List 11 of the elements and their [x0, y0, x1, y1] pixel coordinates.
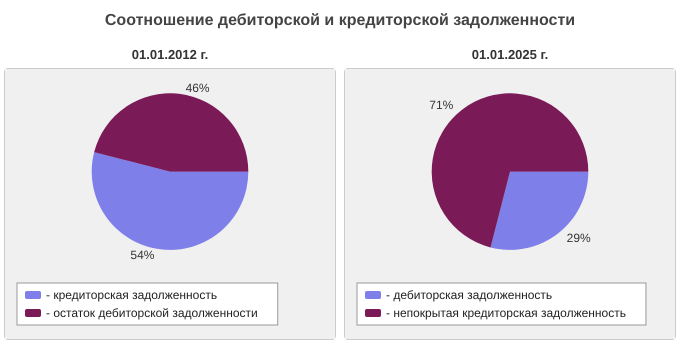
data-label: 54%: [130, 248, 155, 262]
chart-title: 01.01.2025 г.: [470, 46, 550, 64]
chart-title: 01.01.2012 г.: [130, 46, 210, 64]
data-label: 46%: [186, 80, 210, 95]
legend-label: - кредиторская задолженность: [46, 288, 218, 302]
legend-label: - дебиторская задолженность: [386, 288, 552, 302]
legend-label: - остаток дебиторской задолженности: [46, 306, 258, 320]
legend-label: - непокрытая кредиторская задолженность: [386, 306, 626, 320]
text: Соотношение дебиторской и кредиторской задолженности: [104, 11, 576, 31]
data-label: 29%: [566, 231, 592, 246]
data-label: 71%: [429, 98, 454, 112]
